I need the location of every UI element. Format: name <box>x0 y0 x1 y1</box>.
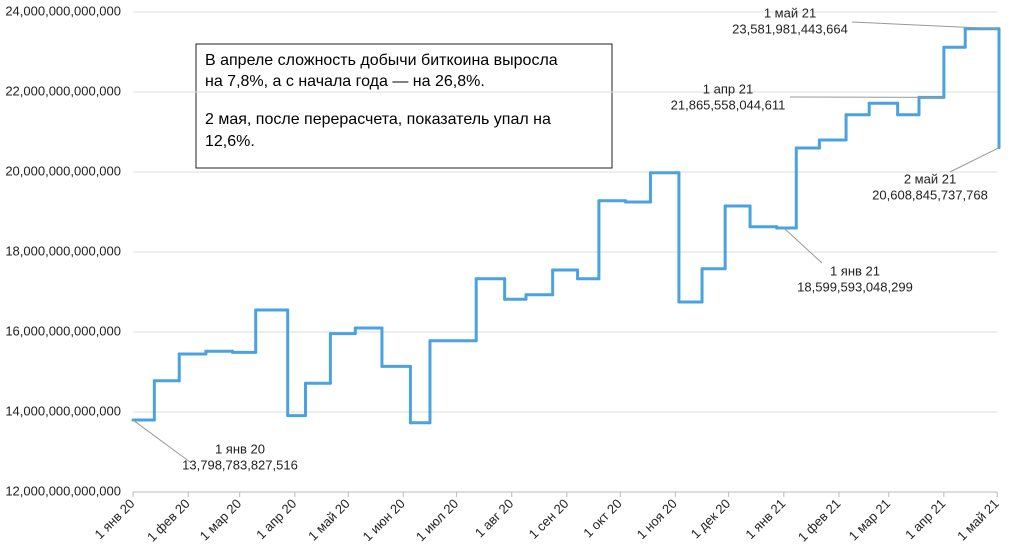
x-tick-label: 1 ноя 20 <box>634 496 680 542</box>
note-line: 2 мая, после перерасчета, показатель упа… <box>205 111 551 128</box>
x-tick-label: 1 фев 21 <box>795 496 844 545</box>
x-tick-label: 1 янв 20 <box>92 496 138 542</box>
annotation-value: 13,798,783,827,516 <box>182 457 298 472</box>
y-tick-label: 20,000,000,000,000 <box>5 163 121 178</box>
note-line: В апреле сложность добычи биткоина вырос… <box>205 52 558 69</box>
annotation-value: 23,581,981,443,664 <box>732 21 848 36</box>
x-tick-label: 1 янв 21 <box>742 496 788 542</box>
y-tick-label: 12,000,000,000,000 <box>5 483 121 498</box>
x-tick-label: 1 окт 20 <box>580 496 625 541</box>
x-tick-label: 1 дек 20 <box>688 496 734 542</box>
x-tick-label: 1 май 20 <box>305 496 353 544</box>
y-tick-label: 24,000,000,000,000 <box>5 3 121 18</box>
annotation-date: 1 апр 21 <box>703 81 753 96</box>
annotation-leader <box>949 147 1000 173</box>
annotation-value: 18,599,593,048,299 <box>797 279 913 294</box>
x-tick-label: 1 авг 20 <box>472 496 516 540</box>
annotation-date: 2 май 21 <box>904 171 956 186</box>
note-line: 12,6%. <box>205 133 255 150</box>
x-tick-label: 1 фев 20 <box>144 496 193 545</box>
y-tick-label: 16,000,000,000,000 <box>5 323 121 338</box>
x-tick-label: 1 апр 21 <box>902 496 948 542</box>
annotation-leader <box>783 227 823 264</box>
x-tick-label: 1 июл 20 <box>413 496 461 544</box>
x-tick-label: 1 май 21 <box>954 496 1002 544</box>
annotation-value: 20,608,845,737,768 <box>872 187 988 202</box>
x-tick-label: 1 мар 20 <box>197 496 245 544</box>
y-tick-label: 22,000,000,000,000 <box>5 83 121 98</box>
series <box>131 27 1001 425</box>
annotation-value: 21,865,558,044,611 <box>671 97 786 112</box>
x-tick-label: 1 мар 21 <box>846 496 894 544</box>
y-tick-label: 18,000,000,000,000 <box>5 243 121 258</box>
note-line: на 7,8%, а с начала года — на 26,8%. <box>205 73 485 90</box>
annotation-leader <box>132 419 191 463</box>
y-tick-label: 14,000,000,000,000 <box>5 403 121 418</box>
annotation-leader <box>851 21 998 30</box>
x-tick-label: 1 июн 20 <box>360 496 408 544</box>
annotation-date: 1 янв 21 <box>830 263 880 278</box>
x-tick-label: 1 сен 20 <box>526 496 572 542</box>
x-tick-label: 1 апр 20 <box>253 496 299 542</box>
annotation-date: 1 май 21 <box>764 5 816 20</box>
annotation-date: 1 янв 20 <box>215 441 265 456</box>
note-box <box>195 43 613 169</box>
